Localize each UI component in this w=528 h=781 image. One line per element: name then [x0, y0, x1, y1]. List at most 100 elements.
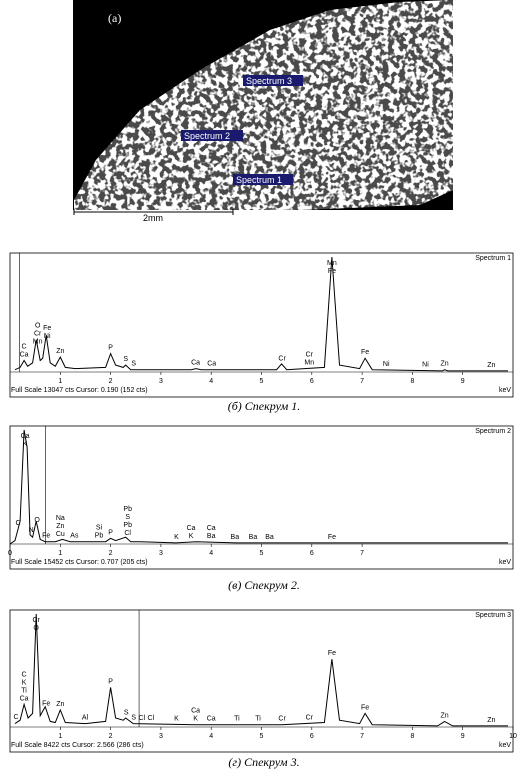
spectrum-label: Spectrum 1 — [236, 175, 282, 185]
peak-label: O — [34, 517, 40, 524]
peak-label: Ca — [207, 716, 216, 723]
spectrum-label: Spectrum 3 — [246, 76, 292, 86]
peak-label: Ca — [21, 433, 30, 440]
caption: (в) Спекрум 2. — [228, 578, 300, 592]
sem-image: (a) Spectrum 3 Spectrum 2 Spectrum 1 2mm — [73, 0, 453, 223]
peak-label: Ba — [231, 534, 240, 541]
chart-frame — [9, 609, 514, 753]
x-tick-label: 4 — [209, 550, 213, 557]
peak-label: C — [22, 671, 27, 678]
x-tick-label: 1 — [58, 733, 62, 740]
peak-label: K — [174, 534, 179, 541]
spectrum-box — [181, 130, 243, 141]
peak-label: Cr — [32, 617, 40, 624]
spectrum-line — [14, 613, 508, 727]
x-tick-label: 7 — [360, 733, 364, 740]
peak-label: Ba — [207, 533, 216, 540]
peak-label: Cr — [278, 356, 286, 363]
scale-bar-label: 2mm — [143, 213, 163, 223]
x-tick-label: 5 — [260, 550, 264, 557]
x-tick-label: 5 — [260, 733, 264, 740]
peak-label: Ca — [187, 525, 196, 532]
x-tick-label: 4 — [209, 378, 213, 385]
peak-label: Ti — [234, 716, 240, 723]
peak-label: Zn — [441, 712, 449, 719]
peak-label: Ca — [207, 361, 216, 368]
peak-label: Mn — [33, 339, 43, 346]
x-tick-label: 7 — [360, 378, 364, 385]
caption: (б) Спекрум 1. — [228, 399, 301, 413]
peak-label: Cr — [34, 331, 42, 338]
peak-label: K — [174, 715, 179, 722]
peak-label: S — [131, 715, 136, 722]
peak-label: Pb — [95, 533, 104, 540]
peak-label: S — [131, 361, 136, 368]
footer: Full Scale 13047 cts Cursor: 0.190 (152 … — [11, 387, 148, 394]
x-tick-label: 2 — [109, 378, 113, 385]
chart-frame — [9, 425, 514, 570]
spectrum-line — [14, 256, 508, 372]
peak-label: S — [123, 356, 128, 363]
peak-label: S — [125, 514, 130, 521]
x-tick-label: 8 — [410, 378, 414, 385]
peak-label: Ba — [249, 534, 258, 541]
peak-label: P — [108, 529, 113, 536]
peak-label: Fe — [361, 704, 369, 711]
peak-label: Cr — [278, 716, 286, 723]
peak-label: Ca — [20, 352, 29, 359]
peak-label: C — [14, 714, 19, 721]
x-tick-label: 9 — [461, 378, 465, 385]
peak-label: Ca — [207, 525, 216, 532]
x-tick-label: 4 — [209, 733, 213, 740]
peak-label: K — [189, 533, 194, 540]
panel-label: (a) — [108, 11, 121, 25]
x-unit: keV — [499, 559, 511, 566]
peak-label: Ti — [255, 716, 261, 723]
x-tick-label: 6 — [310, 733, 314, 740]
peak-label: Cl — [124, 530, 131, 537]
peak-label: Cu — [56, 531, 65, 538]
peak-label: Ca — [191, 360, 200, 367]
peak-label: Cl — [138, 715, 145, 722]
peak-label: Zn — [487, 362, 495, 369]
peak-label: S — [124, 709, 129, 716]
peak-label: C — [16, 520, 21, 527]
x-tick-label: 5 — [260, 378, 264, 385]
caption: (г) Спекрум 3. — [228, 755, 299, 769]
spectrum-box — [243, 75, 303, 86]
x-tick-label: 9 — [461, 733, 465, 740]
peak-label: Cr — [306, 714, 314, 721]
peak-label: Fe — [43, 325, 51, 332]
peak-label: Mn — [304, 359, 314, 366]
x-tick-label: 1 — [58, 378, 62, 385]
peak-label: O — [35, 323, 41, 330]
x-tick-label: 3 — [159, 550, 163, 557]
peak-label: Fe — [328, 650, 336, 657]
x-tick-label: 1 — [58, 550, 62, 557]
spectrum-box — [233, 174, 293, 185]
peak-label: Fe — [42, 533, 50, 540]
peak-label: K — [193, 716, 198, 723]
peak-label: Cl — [148, 715, 155, 722]
x-tick-label: 3 — [159, 378, 163, 385]
peak-label: Pb — [123, 506, 132, 513]
x-tick-label: 8 — [410, 733, 414, 740]
peak-label: Ca — [191, 708, 200, 715]
spectrum-name: Spectrum 2 — [475, 428, 511, 435]
peak-label: Ni — [422, 362, 429, 369]
peak-label: Si — [96, 525, 103, 532]
peak-label: Fe — [42, 701, 50, 708]
footer: Full Scale 15452 cts Cursor: 0.707 (205 … — [11, 559, 148, 566]
peak-label: As — [70, 533, 79, 540]
peak-label: C — [22, 344, 27, 351]
x-tick-label: 2 — [109, 733, 113, 740]
peak-label: Zn — [56, 348, 64, 355]
peak-label: Fe — [328, 534, 336, 541]
peak-label: Ni — [44, 333, 51, 340]
x-tick-label: 3 — [159, 733, 163, 740]
x-tick-label: 0 — [8, 550, 12, 557]
peak-label: K — [23, 441, 28, 448]
peak-label: N — [29, 527, 34, 534]
peak-label: Pb — [123, 522, 132, 529]
